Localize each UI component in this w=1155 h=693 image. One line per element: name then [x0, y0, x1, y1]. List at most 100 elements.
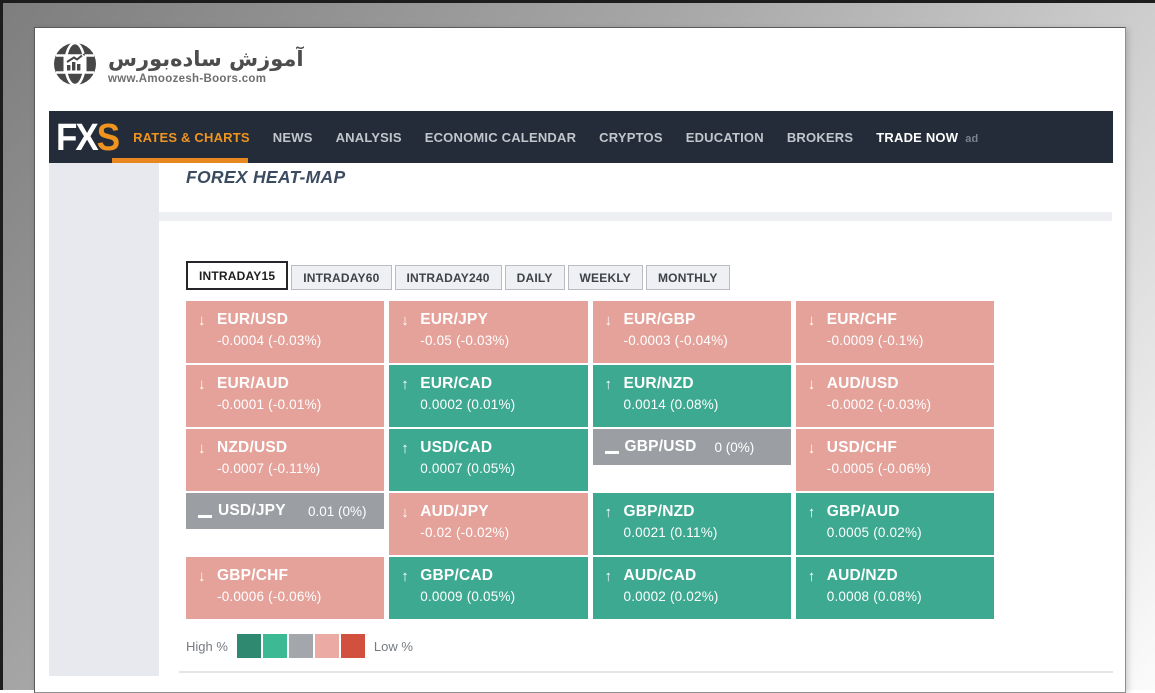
- nav-item-brokers[interactable]: BROKERS: [787, 130, 853, 145]
- down-arrow-icon: ↓: [198, 441, 211, 456]
- down-arrow-icon: ↓: [198, 313, 211, 328]
- nav-item-news[interactable]: NEWS: [273, 130, 313, 145]
- section-separator: [159, 212, 1112, 221]
- pair-label: EUR/USD: [217, 311, 288, 329]
- pair-label: AUD/NZD: [827, 567, 898, 585]
- heatmap-cell-gbp-cad[interactable]: ↑GBP/CAD 0.0009 (0.05%): [389, 557, 587, 619]
- up-arrow-icon: ↑: [605, 569, 618, 584]
- heatmap-grid: ↓ EUR/USD -0.0004 (-0.03%) ↓EUR/JPY-0.05 (-…: [186, 301, 994, 619]
- pair-value: -0.0004 (-0.03%): [186, 333, 384, 348]
- pair-label: AUD/CAD: [624, 567, 697, 585]
- down-arrow-icon: ↓: [605, 313, 618, 328]
- pair-value: 0.0002 (0.02%): [593, 589, 791, 604]
- heatmap-cell-gbp-chf[interactable]: ↓GBP/CHF-0.0006 (-0.06%): [186, 557, 384, 619]
- flat-dash-icon: [605, 451, 619, 454]
- pair-value: 0.0008 (0.08%): [796, 589, 994, 604]
- nav-item-analysis[interactable]: ANALYSIS: [336, 130, 402, 145]
- cell-header: ↑AUD/NZD: [796, 557, 994, 585]
- pair-label: GBP/CHF: [217, 567, 288, 585]
- nav-item-economic-calendar[interactable]: ECONOMIC CALENDAR: [425, 130, 576, 145]
- fxs-logo-fx: FX: [56, 116, 97, 158]
- heatmap-cell-aud-jpy[interactable]: ↓AUD/JPY-0.02 (-0.02%): [389, 493, 587, 555]
- cell-header: ↓GBP/CHF: [186, 557, 384, 585]
- pair-label: EUR/NZD: [624, 375, 694, 393]
- nav-item-education[interactable]: EDUCATION: [686, 130, 764, 145]
- nav-item-rates-charts[interactable]: RATES & CHARTS: [133, 130, 250, 145]
- pair-label: AUD/JPY: [420, 503, 489, 521]
- globe-chart-icon: [51, 40, 99, 93]
- up-arrow-icon: ↑: [605, 377, 618, 392]
- pair-value: 0.0021 (0.11%): [593, 525, 791, 540]
- main-nav: FXS RATES & CHARTS NEWS ANALYSIS ECONOMIC C…: [49, 111, 1113, 163]
- cell-header: ↓EUR/GBP: [593, 301, 791, 329]
- pair-value: 0.0002 (0.01%): [389, 397, 587, 412]
- tab-intraday240[interactable]: INTRADAY240: [395, 265, 502, 290]
- nav-ad-tag: ad: [965, 133, 978, 145]
- legend-swatch-4: [315, 634, 339, 658]
- pair-value: -0.0005 (-0.06%): [796, 461, 994, 476]
- heatmap-cell-eur-jpy[interactable]: ↓EUR/JPY-0.05 (-0.03%): [389, 301, 587, 363]
- pair-value: -0.0002 (-0.03%): [796, 397, 994, 412]
- site-name: آموزش ساده‌بورس: [108, 48, 304, 71]
- heatmap-cell-aud-nzd[interactable]: ↑AUD/NZD 0.0008 (0.08%): [796, 557, 994, 619]
- legend-swatches: [237, 634, 365, 658]
- flat-dash-icon: [198, 515, 212, 518]
- cell-header: ↓ AUD/USD: [796, 365, 994, 393]
- bottom-divider: [179, 671, 1113, 673]
- legend-swatch-5: [341, 634, 365, 658]
- up-arrow-icon: ↑: [401, 377, 414, 392]
- pair-label: GBP/NZD: [624, 503, 695, 521]
- heatmap-cell-gbp-aud[interactable]: ↑GBP/AUD 0.0005 (0.02%): [796, 493, 994, 555]
- site-logo[interactable]: آموزش ساده‌بورس www.Amoozesh-Boors.com: [51, 40, 304, 93]
- heatmap-cell-eur-gbp[interactable]: ↓EUR/GBP-0.0003 (-0.04%): [593, 301, 791, 363]
- cell-header: ↑EUR/CAD: [389, 365, 587, 393]
- nav-item-cryptos[interactable]: CRYPTOS: [599, 130, 663, 145]
- heatmap-cell-usd-chf[interactable]: ↓ USD/CHF -0.0005 (-0.06%): [796, 429, 994, 491]
- legend-swatch-2: [263, 634, 287, 658]
- up-arrow-icon: ↑: [401, 569, 414, 584]
- cell-header: ↑ EUR/NZD: [593, 365, 791, 393]
- tab-monthly[interactable]: MONTHLY: [646, 265, 730, 290]
- pair-label: EUR/CHF: [827, 311, 897, 329]
- heatmap-cell-nzd-usd[interactable]: ↓NZD/USD-0.0007 (-0.11%): [186, 429, 384, 491]
- cell-header: ↑GBP/AUD: [796, 493, 994, 521]
- heatmap-cell-eur-aud[interactable]: ↓EUR/AUD-0.0001 (-0.01%): [186, 365, 384, 427]
- pair-label: EUR/JPY: [420, 311, 488, 329]
- up-arrow-icon: ↑: [808, 505, 821, 520]
- pair-value: 0.0009 (0.05%): [389, 589, 587, 604]
- heatmap-cell-aud-cad[interactable]: ↑ AUD/CAD 0.0002 (0.02%): [593, 557, 791, 619]
- up-arrow-icon: ↑: [401, 441, 414, 456]
- down-arrow-icon: ↓: [808, 377, 821, 392]
- tab-intraday60[interactable]: INTRADAY60: [291, 265, 391, 290]
- fxs-logo[interactable]: FXS: [56, 118, 118, 156]
- tab-daily[interactable]: DAILY: [505, 265, 565, 290]
- heatmap-cell-gbp-nzd[interactable]: ↑ GBP/NZD 0.0021 (0.11%): [593, 493, 791, 555]
- heatmap-cell-eur-usd[interactable]: ↓ EUR/USD -0.0004 (-0.03%): [186, 301, 384, 363]
- tab-intraday15[interactable]: INTRADAY15: [186, 261, 288, 290]
- up-arrow-icon: ↑: [605, 505, 618, 520]
- legend-swatch-1: [237, 634, 261, 658]
- pair-label: AUD/USD: [827, 375, 899, 393]
- cell-header: ↓ USD/CHF: [796, 429, 994, 457]
- cell-header: ↑GBP/CAD: [389, 557, 587, 585]
- tab-weekly[interactable]: WEEKLY: [568, 265, 643, 290]
- down-arrow-icon: ↓: [808, 441, 821, 456]
- heatmap-cell-aud-usd[interactable]: ↓ AUD/USD -0.0002 (-0.03%): [796, 365, 994, 427]
- pair-label: USD/CAD: [420, 439, 492, 457]
- page-title: FOREX HEAT-MAP: [186, 167, 345, 188]
- cell-header: ↑ USD/CAD: [389, 429, 587, 457]
- browser-page: آموزش ساده‌بورس www.Amoozesh-Boors.com F…: [34, 27, 1126, 693]
- heatmap-cell-eur-chf[interactable]: ↓EUR/CHF-0.0009 (-0.1%): [796, 301, 994, 363]
- pair-label: NZD/USD: [217, 439, 287, 457]
- heatmap-cell-eur-cad[interactable]: ↑EUR/CAD 0.0002 (0.01%): [389, 365, 587, 427]
- pair-label: USD/CHF: [827, 439, 897, 457]
- pair-value: 0.0005 (0.02%): [796, 525, 994, 540]
- cell-header: ↓EUR/AUD: [186, 365, 384, 393]
